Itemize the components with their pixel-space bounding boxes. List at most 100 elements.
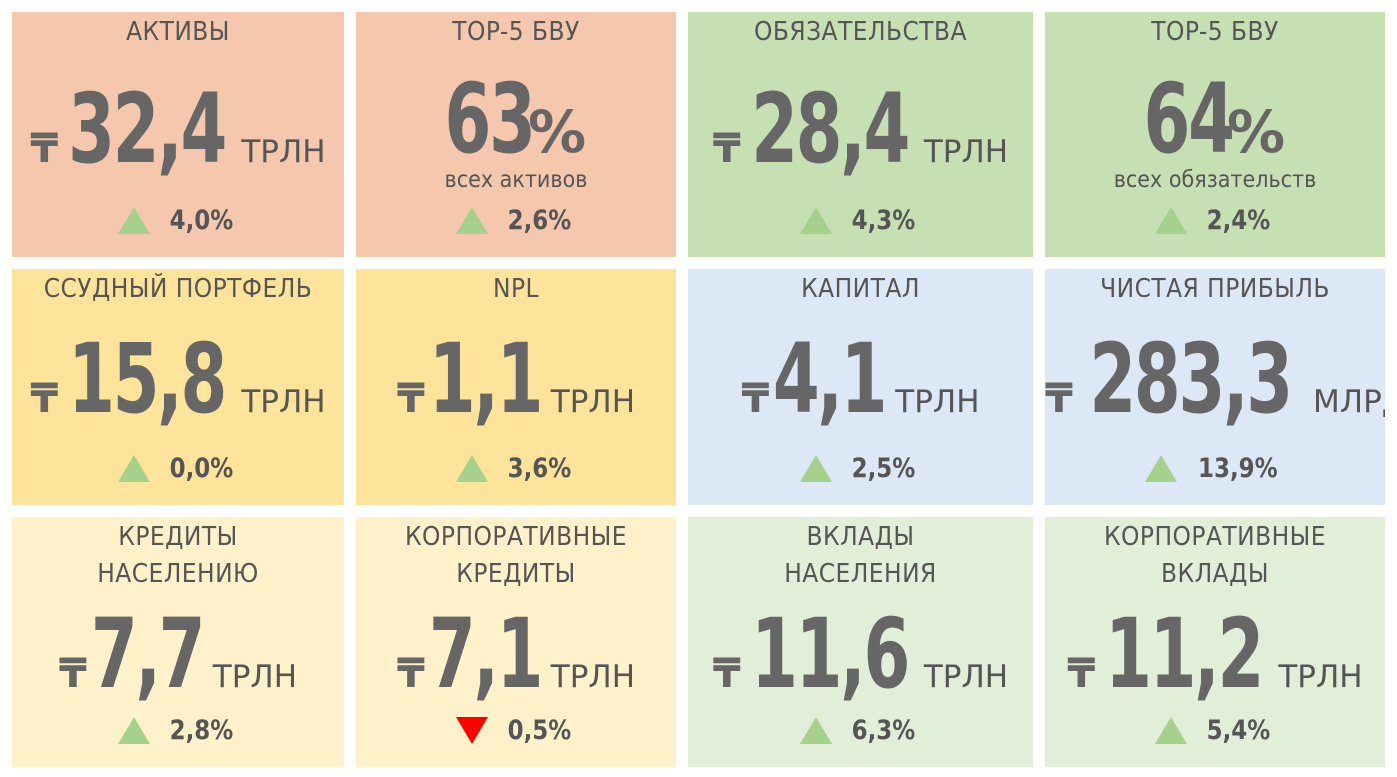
value-row: ₸7,7 ТРЛН [12,599,344,737]
value-row: 64% [1045,64,1385,202]
kpi-tile: КАПИТАЛ ₸4,1 ТРЛН 2,5% [688,269,1033,505]
tile-title-line: АКТИВЫ [126,17,230,47]
change-value: 6,3% [851,715,916,746]
change-value: 4,0% [169,205,233,236]
tile-title-line: КАПИТАЛ [801,274,920,304]
kpi-tile: NPL ₸1,1 ТРЛН 3,6% [356,269,676,505]
value-row: 63% [356,64,676,202]
kpi-value: 4,1 [773,323,888,435]
triangle-up-icon [1154,207,1187,234]
change-row: 5,4% [1045,715,1385,746]
change-value: 2,6% [507,205,571,236]
value-row: ₸ 11,2 ТРЛН [1045,599,1385,737]
unit-label: ТРЛН [241,134,326,170]
kpi-tile: КОРПОРАТИВНЫЕ КРЕДИТЫ ₸7,1 ТРЛН 0,5% [356,517,676,767]
tile-title-line: КРЕДИТЫ [456,559,576,589]
kpi-value: 283,3 [1089,323,1293,435]
kpi-value: 7,7 [90,598,206,710]
kpi-value: 63 [444,63,535,175]
unit-label: ТРЛН [212,659,298,695]
change-value: 0,0% [169,453,233,484]
tile-title-line: НАСЕЛЕНИЮ [97,559,259,589]
change-value: 2,4% [1206,205,1270,236]
kpi-tile: ССУДНЫЙ ПОРТФЕЛЬ ₸ 15,8 ТРЛН 0,0% [12,269,344,505]
tile-title: КОРПОРАТИВНЫЕ ВКЛАДЫ [1062,519,1368,593]
tile-title-line: ВКЛАДЫ [806,522,915,552]
tile-title-line: КОРПОРАТИВНЫЕ [1103,522,1326,552]
tile-title-line: ОБЯЗАТЕЛЬСТВА [753,17,968,47]
change-value: 2,8% [169,715,233,746]
tile-subtitle: всех активов [444,167,588,193]
tile-title-line: ССУДНЫЙ ПОРТФЕЛЬ [43,274,313,304]
value-row: ₸7,1 ТРЛН [356,599,676,737]
kpi-tile: TOP-5 БВУ 64% всех обязательств 2,4% [1045,12,1385,257]
triangle-up-icon [117,207,150,234]
tile-title-line: NPL [492,274,540,304]
currency-sign: ₸ [396,376,425,422]
triangle-up-icon [455,207,488,234]
kpi-value: 28,4 [750,73,910,185]
kpi-value: 7,1 [428,598,544,710]
change-value: 2,5% [851,453,916,484]
tile-title: АКТИВЫ [29,14,328,51]
tile-title-line: ВКЛАДЫ [1161,559,1269,589]
currency-sign: ₸ [58,651,87,697]
unit-label: ТРЛН [1278,659,1363,695]
triangle-up-icon [800,717,833,744]
kpi-value: 11,2 [1105,598,1264,710]
value-row: ₸ 11,6 ТРЛН [688,599,1033,737]
currency-sign: ₸ [30,126,59,172]
currency-sign: ₸ [396,651,425,697]
tile-title-line: КОРПОРАТИВНЫЕ [404,522,627,552]
tile-title: КРЕДИТЫ НАСЕЛЕНИЮ [29,519,328,593]
change-row: 6,3% [688,715,1033,746]
kpi-tile: ВКЛАДЫ НАСЕЛЕНИЯ ₸ 11,6 ТРЛН 6,3% [688,517,1033,767]
unit-label: ТРЛН [923,134,1009,170]
triangle-down-icon [455,717,488,744]
triangle-up-icon [455,455,488,482]
tile-title: ОБЯЗАТЕЛЬСТВА [705,14,1016,51]
percent-sign: % [1227,98,1286,166]
currency-sign: ₸ [741,376,770,422]
tile-title-line: КРЕДИТЫ [118,522,238,552]
kpi-tile: КРЕДИТЫ НАСЕЛЕНИЮ ₸7,7 ТРЛН 2,8% [12,517,344,767]
value-row: ₸4,1 ТРЛН [688,324,1033,462]
kpi-value: 15,8 [68,323,227,435]
unit-label: ТРЛН [923,659,1009,695]
tile-title-line: TOP-5 БВУ [452,17,580,47]
change-row: 4,3% [688,205,1033,236]
tile-title: TOP-5 БВУ [1062,14,1368,51]
change-row: 2,8% [12,715,344,746]
change-row: 2,4% [1045,205,1385,236]
kpi-value: 32,4 [68,73,227,185]
change-value: 13,9% [1198,453,1278,484]
unit-label: ТРЛН [895,384,980,420]
kpi-tile: ОБЯЗАТЕЛЬСТВА ₸ 28,4 ТРЛН 4,3% [688,12,1033,257]
triangle-up-icon [800,455,833,482]
change-row: 0,0% [12,453,344,484]
kpi-tile: КОРПОРАТИВНЫЕ ВКЛАДЫ ₸ 11,2 ТРЛН 5,4% [1045,517,1385,767]
currency-sign: ₸ [1045,376,1073,422]
tile-title-line: ЧИСТАЯ ПРИБЫЛЬ [1100,274,1330,304]
currency-sign: ₸ [1067,651,1096,697]
tile-title: ВКЛАДЫ НАСЕЛЕНИЯ [705,519,1016,593]
triangle-up-icon [800,207,833,234]
change-row: 3,6% [356,453,676,484]
triangle-up-icon [117,717,150,744]
kpi-tile: АКТИВЫ ₸ 32,4 ТРЛН 4,0% [12,12,344,257]
tile-title-line: TOP-5 БВУ [1151,17,1279,47]
unit-label: ТРЛН [241,384,326,420]
triangle-up-icon [1145,455,1178,482]
tile-subtitle: всех обязательств [1113,167,1317,193]
currency-sign: ₸ [30,376,59,422]
unit-label: ТРЛН [550,384,636,420]
triangle-up-icon [117,455,150,482]
change-value: 4,3% [851,205,916,236]
tile-title: КАПИТАЛ [705,271,1016,308]
change-row: 0,5% [356,715,676,746]
currency-sign: ₸ [712,651,741,697]
change-value: 0,5% [507,715,571,746]
value-row: ₸ 32,4 ТРЛН [12,74,344,212]
unit-label: ТРЛН [550,659,636,695]
change-row: 4,0% [12,205,344,236]
